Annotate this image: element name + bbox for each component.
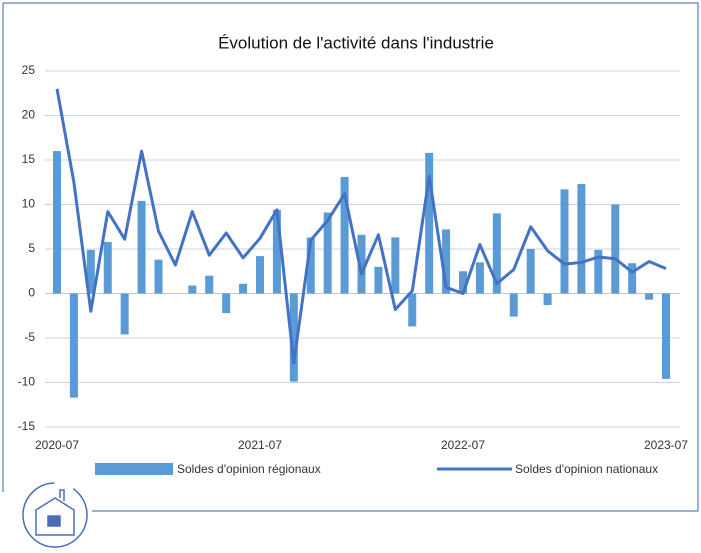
y-tick-label: 5 — [28, 241, 35, 255]
bar — [272, 209, 281, 294]
legend-label: Soldes d'opinion nationaux — [515, 462, 658, 476]
y-tick-label: 25 — [22, 63, 36, 77]
bar — [391, 237, 400, 294]
legend-swatch — [95, 463, 173, 475]
y-tick-label: -10 — [18, 375, 36, 389]
y-tick-label: 10 — [22, 197, 36, 211]
bar — [103, 241, 112, 294]
bar — [289, 293, 298, 382]
bar — [222, 293, 231, 314]
bar — [120, 293, 129, 335]
bar — [53, 151, 61, 294]
bar — [188, 285, 197, 294]
y-tick-label: 15 — [22, 152, 36, 166]
bar — [340, 176, 349, 294]
bar — [611, 204, 620, 294]
bar — [475, 262, 484, 294]
logo-icon — [22, 482, 88, 548]
y-tick-label: -5 — [24, 330, 35, 344]
x-tick-label: 2023-07 — [644, 438, 688, 452]
bar — [205, 275, 214, 294]
bar — [137, 200, 146, 294]
bar — [323, 212, 332, 294]
bar — [408, 293, 417, 327]
bar — [662, 293, 670, 379]
bar — [560, 189, 569, 294]
bar — [86, 249, 95, 294]
chart-frame — [2, 2, 699, 512]
bar — [374, 266, 383, 294]
bar — [154, 259, 163, 294]
line — [55, 88, 667, 365]
plot-area: -15 -10 -5 0 5 10 15 20 25 2020-07 2021-07 2022-07 2… — [18, 63, 689, 452]
y-tick-label: -15 — [18, 419, 36, 433]
chart-title: Évolution de l'activité dans l'industrie — [218, 33, 494, 52]
bar — [459, 271, 467, 294]
bar — [594, 249, 603, 294]
bar — [492, 213, 501, 294]
x-tick-label: 2021-07 — [238, 438, 282, 452]
legend: Soldes d'opinion régionaux Soldes d'opin… — [95, 462, 658, 476]
bar — [256, 256, 264, 294]
bar — [628, 263, 637, 294]
bar — [306, 237, 315, 294]
bar — [543, 293, 552, 306]
y-tick-label: 0 — [28, 286, 35, 300]
legend-label: Soldes d'opinion régionaux — [177, 462, 321, 476]
bar — [442, 229, 451, 294]
bar — [577, 184, 586, 294]
bar — [526, 249, 535, 294]
bar — [239, 283, 248, 294]
bar — [425, 152, 434, 294]
bar — [645, 293, 654, 300]
bar — [509, 293, 518, 317]
bar — [69, 293, 78, 398]
bar — [357, 234, 366, 294]
y-tick-label: 20 — [22, 108, 36, 122]
x-tick-label: 2020-07 — [35, 438, 79, 452]
x-tick-label: 2022-07 — [441, 438, 485, 452]
